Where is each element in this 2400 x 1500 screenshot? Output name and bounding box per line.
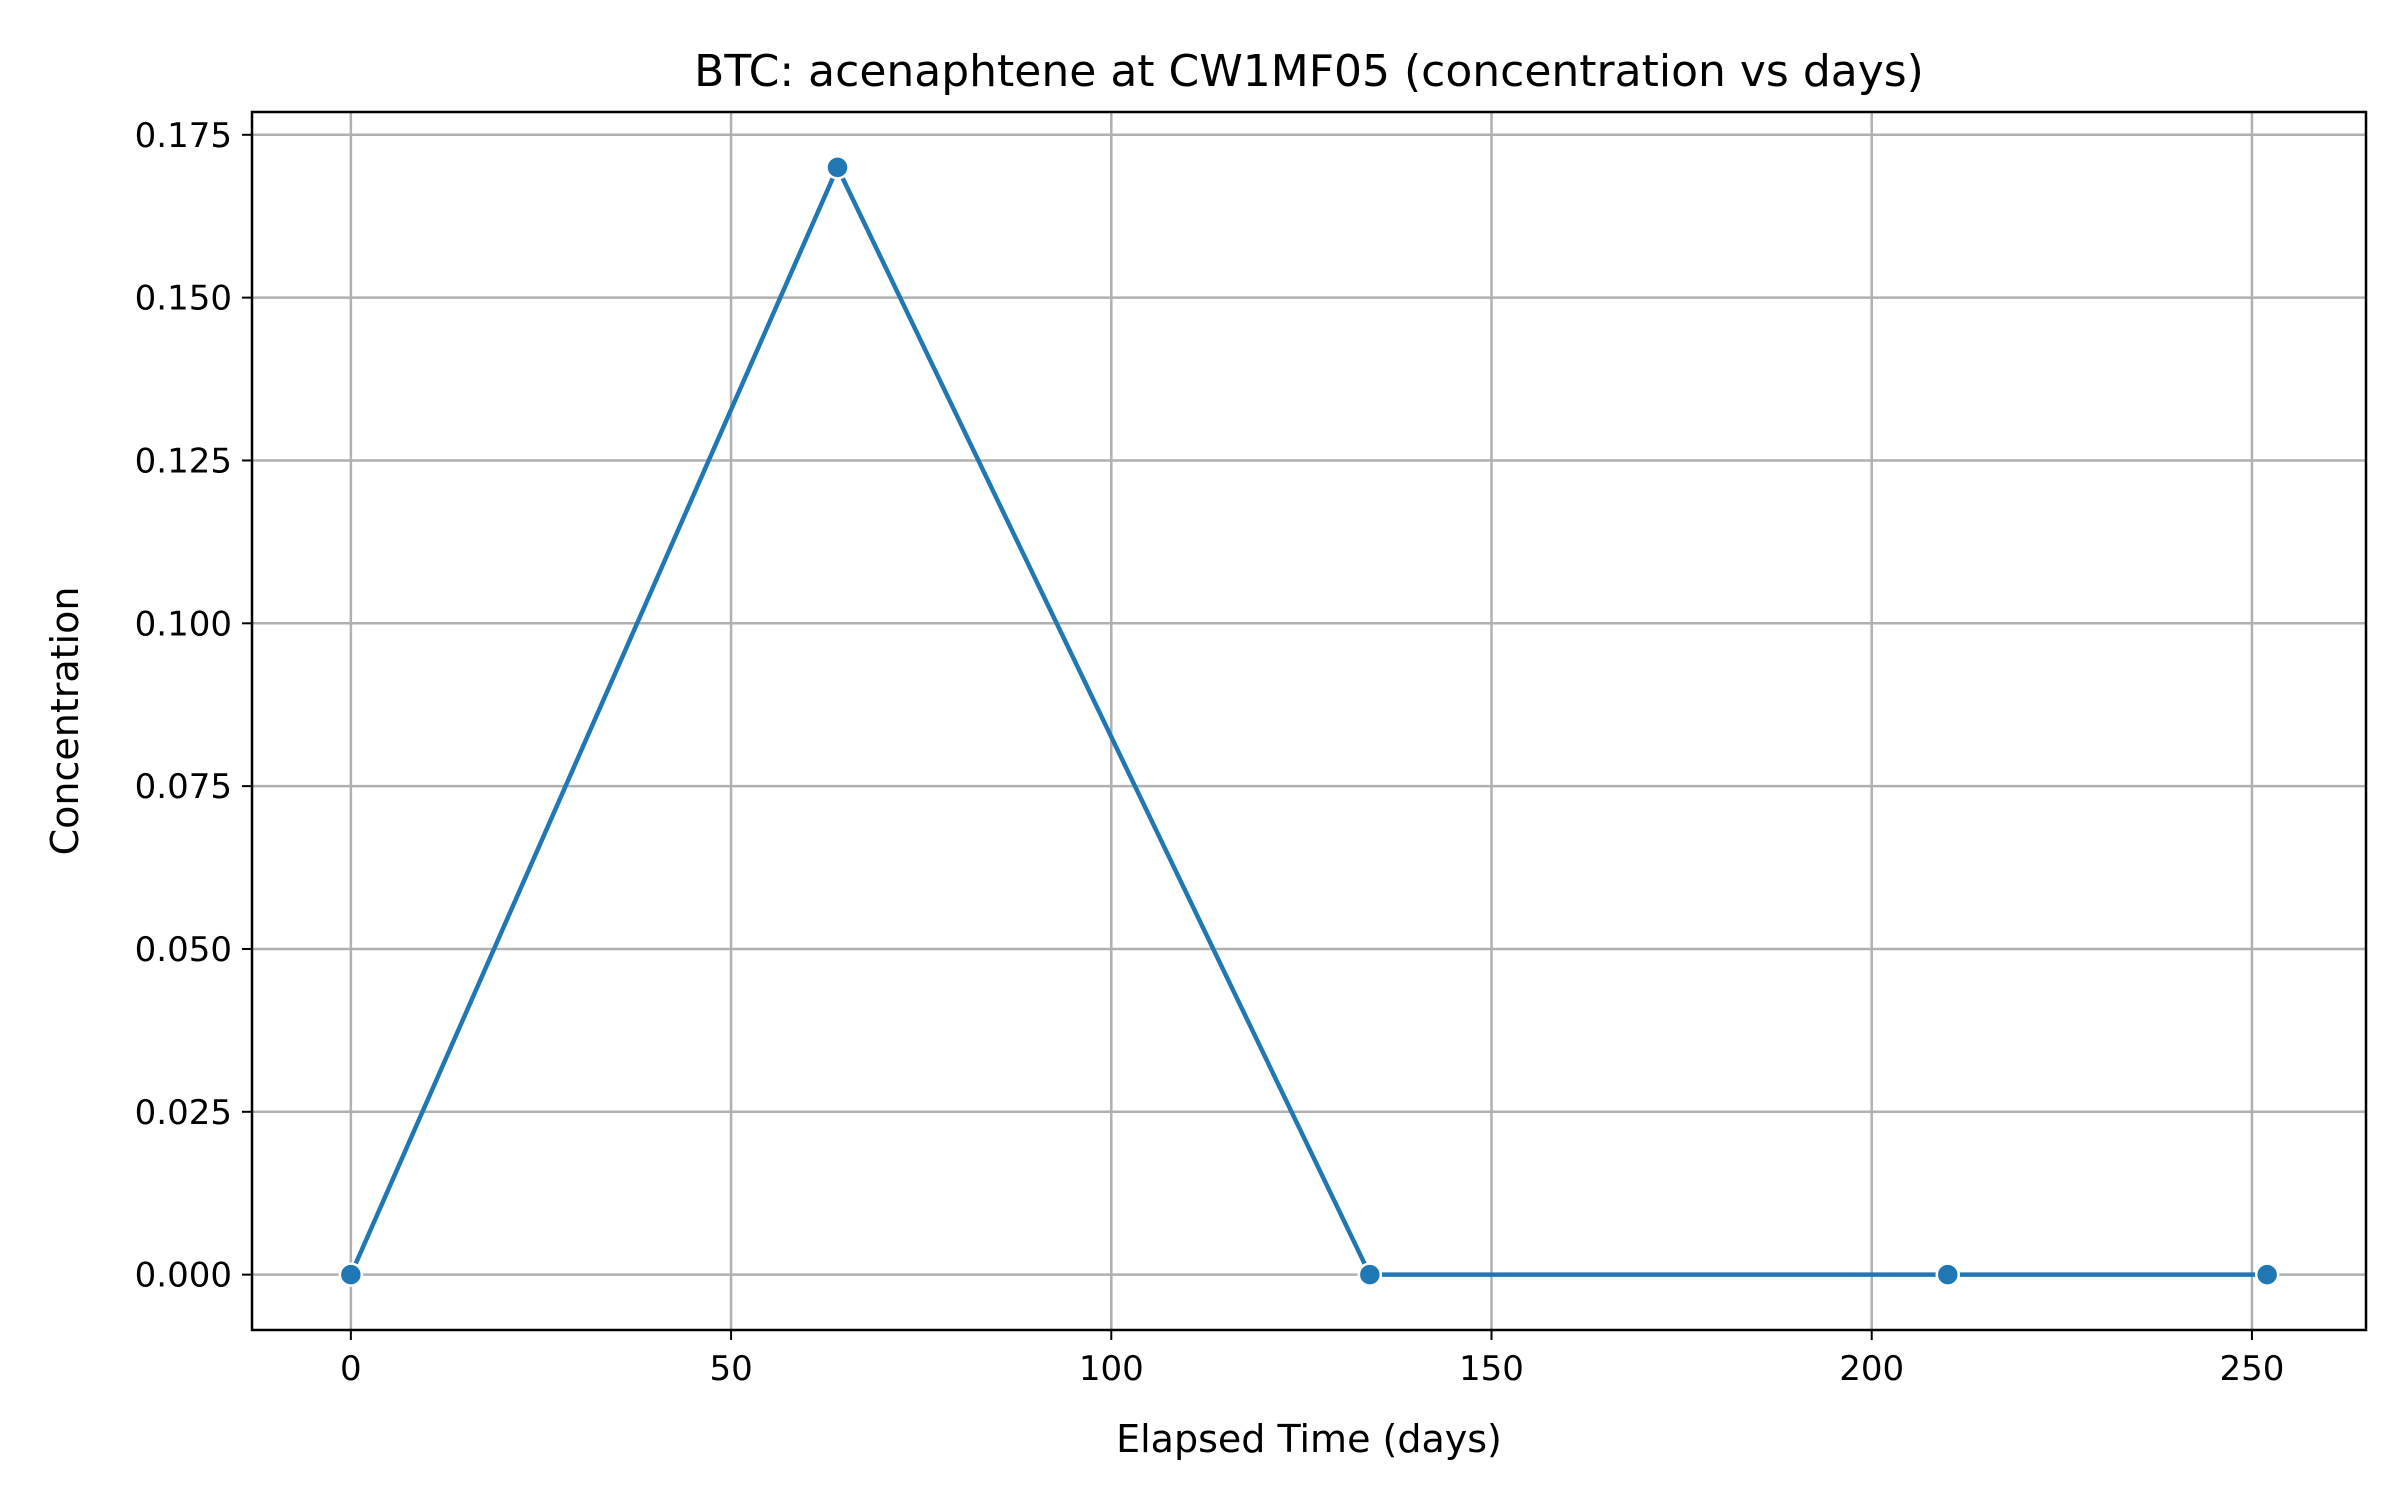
y-axis-title: Concentration: [43, 587, 87, 856]
data-point: [825, 155, 850, 180]
x-tick-label: 200: [1839, 1349, 1904, 1389]
data-point: [1357, 1262, 1383, 1287]
y-tick-label: 0.025: [135, 1093, 232, 1133]
x-tick-label: 150: [1459, 1349, 1524, 1389]
y-tick-label: 0.125: [135, 441, 232, 481]
x-tick-label: 0: [340, 1349, 362, 1389]
y-tick-label: 0.050: [135, 930, 232, 970]
x-tick-label: 100: [1079, 1349, 1144, 1389]
x-axis-title: Elapsed Time (days): [1116, 1417, 1502, 1461]
x-gridlines: [349, 112, 2254, 1330]
y-tick-label: 0.150: [135, 279, 232, 319]
data-point: [338, 1262, 364, 1287]
data-point: [1935, 1262, 1961, 1287]
x-tick-label: 50: [709, 1349, 752, 1389]
data-point: [2254, 1262, 2280, 1287]
plot-area: [252, 112, 2366, 1330]
chart-title: BTC: acenaphtene at CW1MF05 (concentrati…: [694, 46, 1924, 97]
x-tick-label: 250: [2219, 1349, 2284, 1389]
y-tick-label: 0.175: [135, 116, 232, 156]
y-tick-label: 0.075: [135, 767, 232, 807]
y-tick-label: 0.100: [135, 604, 232, 644]
series-layer: [338, 155, 2280, 1287]
x-axis: 0 50 100 150 200 250: [340, 1330, 2284, 1389]
y-tick-label: 0.000: [135, 1256, 232, 1296]
y-axis: 0.000 0.025 0.050 0.075 0.100 0.125 0.150 0.175: [135, 116, 252, 1296]
plot-frame: [250, 110, 2368, 1332]
